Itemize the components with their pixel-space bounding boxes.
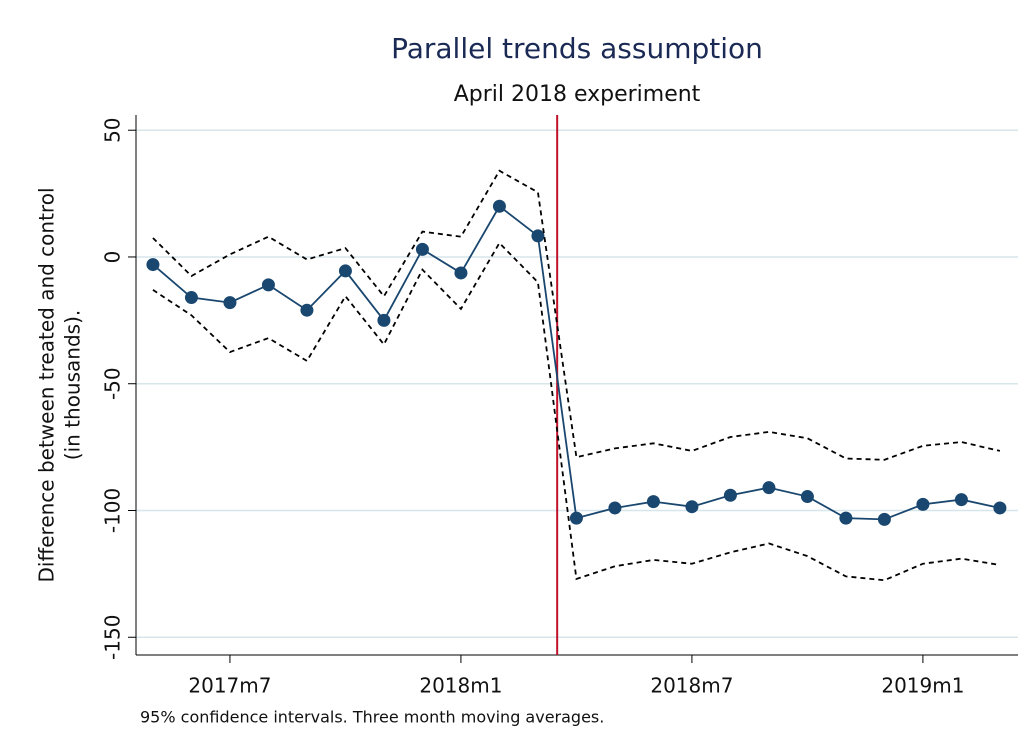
- y-tick-label: 50: [101, 117, 125, 142]
- point: [492, 199, 506, 213]
- point: [338, 264, 352, 278]
- point: [723, 488, 737, 502]
- point: [184, 291, 198, 305]
- point: [762, 481, 776, 495]
- point: [569, 511, 583, 525]
- point: [800, 490, 814, 504]
- point: [839, 511, 853, 525]
- point: [608, 501, 622, 515]
- x-tick-label: 2017m7: [188, 674, 271, 698]
- y-tick-label: 0: [101, 251, 125, 264]
- point: [646, 495, 660, 509]
- chart-subtitle: April 2018 experiment: [454, 82, 701, 107]
- y-tick-label: -50: [101, 367, 125, 400]
- point: [454, 266, 468, 280]
- point: [531, 229, 545, 243]
- series-line: [152, 169, 1001, 461]
- series-line: [152, 241, 1001, 582]
- y-axis-label: (in thousands).: [61, 310, 85, 460]
- note: 95% confidence intervals. Three month mo…: [140, 708, 604, 727]
- x-tick-label: 2019m1: [881, 674, 964, 698]
- point: [415, 242, 429, 256]
- point: [300, 303, 314, 317]
- point: [261, 278, 275, 292]
- point: [877, 512, 891, 526]
- y-tick-label: -150: [101, 615, 125, 660]
- chart-title: Parallel trends assumption: [391, 32, 763, 65]
- point: [146, 258, 160, 272]
- y-tick-label: -100: [101, 488, 125, 533]
- point: [916, 497, 930, 511]
- point: [377, 313, 391, 327]
- point: [993, 501, 1007, 515]
- point: [954, 493, 968, 507]
- x-tick-label: 2018m1: [419, 674, 502, 698]
- point: [685, 500, 699, 514]
- x-tick-label: 2018m7: [650, 674, 733, 698]
- y-axis-label: Difference between treated and control: [35, 188, 59, 583]
- point: [223, 296, 237, 310]
